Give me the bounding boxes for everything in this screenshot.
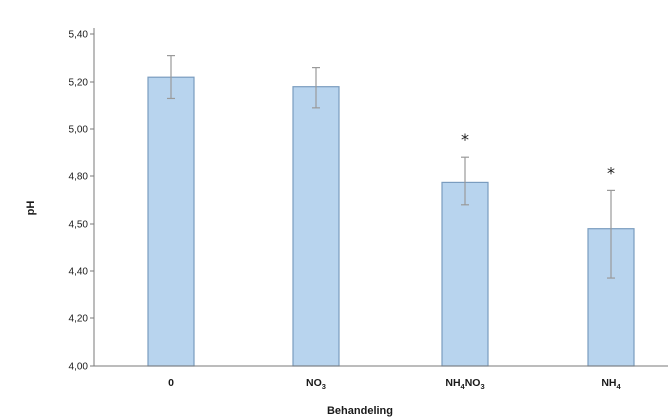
axes-layer [93, 28, 668, 367]
y-tick-label: 5,40 [69, 30, 89, 41]
error-bars-layer [167, 54, 615, 279]
bar [441, 181, 489, 367]
y-tick-label: 4,50 [69, 220, 89, 231]
error-bar [167, 54, 175, 100]
bar [147, 76, 195, 367]
significance-star: * [461, 130, 469, 149]
error-bar [312, 66, 320, 109]
error-bar [461, 156, 469, 206]
y-tick-label: 5,00 [69, 125, 89, 136]
y-tick-label: 4,80 [69, 172, 89, 183]
x-category-label: 0 [168, 377, 174, 389]
y-tick-label: 4,00 [69, 362, 89, 373]
x-category-label: NH4 [601, 377, 621, 391]
y-tick-label: 5,20 [69, 78, 89, 89]
x-axis-title: Behandeling [327, 405, 393, 417]
y-tick-label: 4,40 [69, 267, 89, 278]
significance-markers: ** [461, 130, 615, 182]
error-bar [607, 189, 615, 279]
y-tick-label: 4,20 [69, 314, 89, 325]
bar [292, 86, 340, 367]
significance-star: * [607, 163, 615, 182]
x-category-label: NO3 [306, 377, 326, 391]
bars-layer [147, 76, 635, 367]
x-category-labels: 0 NO3 NH4NO3 NH4 [168, 377, 621, 391]
y-axis-title: pH [25, 201, 37, 216]
y-ticks-layer: 4,00 4,20 4,40 4,50 4,80 5,00 5,20 5,40 [69, 30, 94, 373]
x-category-label: NH4NO3 [445, 377, 484, 391]
